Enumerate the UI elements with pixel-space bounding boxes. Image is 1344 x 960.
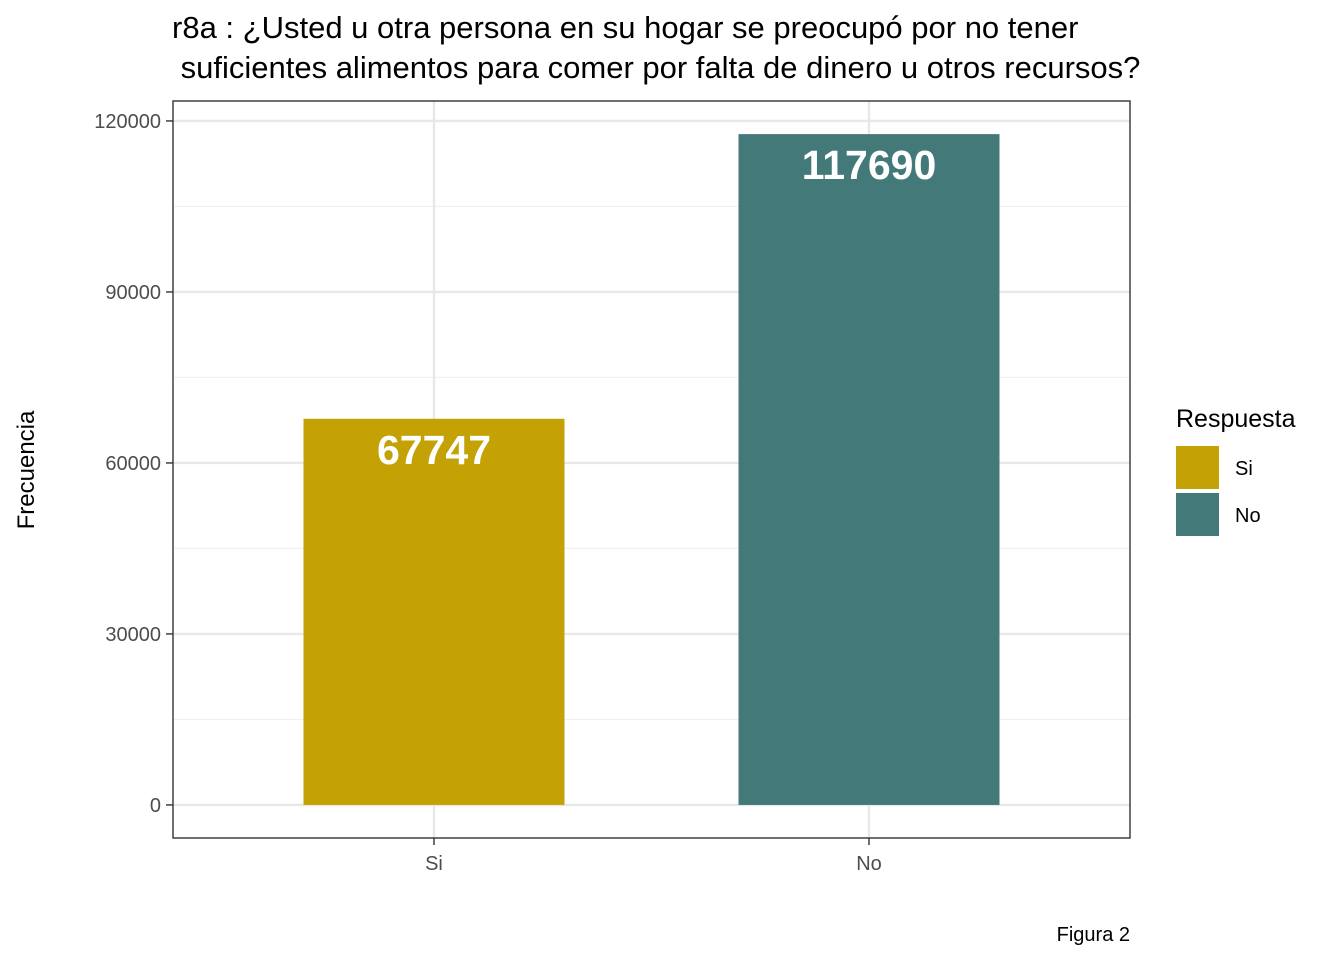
legend-key-si	[1176, 446, 1219, 489]
legend-label-si: Si	[1235, 458, 1253, 480]
legend-label-no: No	[1235, 505, 1261, 527]
y-axis-label: Frecuencia	[13, 410, 40, 529]
bar-no	[738, 134, 1000, 805]
axis-layer: 0 30000 60000 90000 120000 Si No	[94, 111, 882, 875]
legend-title: Respuesta	[1176, 405, 1296, 433]
y-tick-label: 60000	[105, 453, 161, 475]
bar-si	[303, 418, 565, 805]
y-tick-label: 0	[150, 795, 161, 817]
panel-border	[172, 100, 1131, 839]
x-tick-label: Si	[425, 853, 443, 875]
y-tick-label: 90000	[105, 282, 161, 304]
legend: Respuesta Si No	[1176, 405, 1296, 536]
chart-title-line-2: suficientes alimentos para comer por fal…	[172, 50, 1141, 85]
chart-title-line-1: r8a : ¿Usted u otra persona en su hogar …	[172, 10, 1079, 45]
y-tick-label: 120000	[94, 111, 161, 133]
legend-key-no	[1176, 493, 1219, 536]
value-label-si: 67747	[377, 427, 491, 473]
figure-caption: Figura 2	[1057, 924, 1130, 946]
value-label-no: 117690	[802, 142, 937, 188]
x-tick-label: No	[856, 853, 882, 875]
y-tick-label: 30000	[105, 624, 161, 646]
bar-layer: 67747 117690	[303, 134, 1000, 805]
